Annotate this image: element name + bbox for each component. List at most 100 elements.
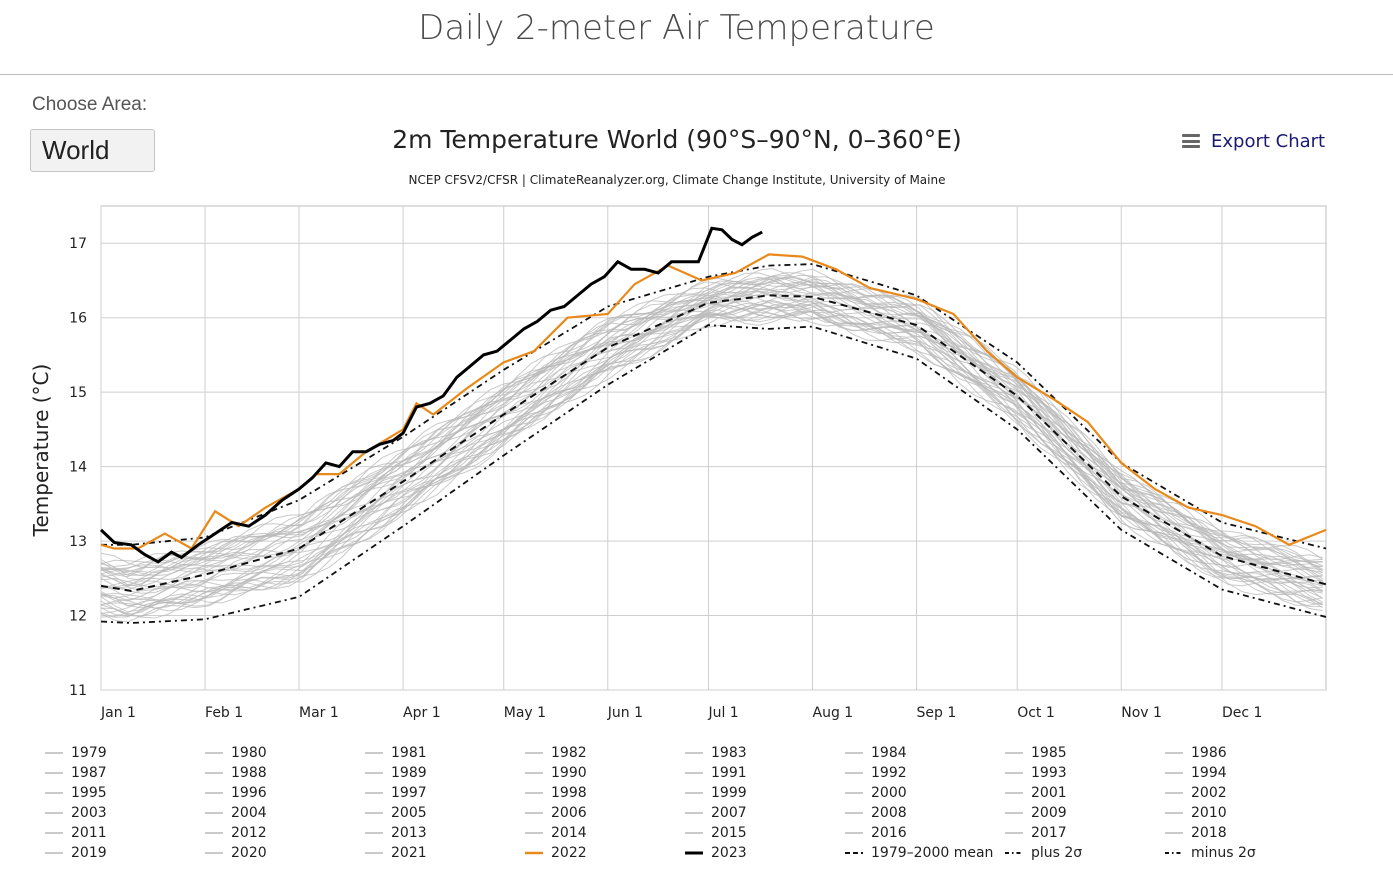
plot-area: 11 12 13 14 15 16 17 Jan 1 Feb 1 Mar 1 Apr 1 May 1 J…: [69, 205, 1327, 721]
legend-item-2003[interactable]: 2003: [45, 803, 107, 823]
legend-swatch: [1165, 812, 1183, 814]
legend-label: 1992: [871, 765, 907, 781]
legend-item-1998[interactable]: 1998: [525, 783, 587, 803]
legend-item-2014[interactable]: 2014: [525, 823, 587, 843]
legend-label: 2010: [1191, 805, 1227, 821]
chart-subtitle: NCEP CFSV2/CFSR | ClimateReanalyzer.org,…: [409, 173, 946, 187]
year-series-line: [100, 275, 1323, 575]
legend-item-2002[interactable]: 2002: [1165, 783, 1227, 803]
x-tick-label: Mar 1: [299, 705, 339, 721]
legend-label: 1979–2000 mean: [871, 845, 994, 861]
legend-item-1985[interactable]: 1985: [1005, 743, 1067, 763]
legend-label: 2009: [1031, 805, 1067, 821]
legend-swatch: [685, 832, 703, 834]
legend-item-2007[interactable]: 2007: [685, 803, 747, 823]
legend-item-2020[interactable]: 2020: [205, 843, 267, 863]
legend-label: 2001: [1031, 785, 1067, 801]
export-chart-label: Export Chart: [1211, 130, 1326, 152]
legend-swatch: [845, 832, 863, 834]
legend-label: 2022: [551, 845, 587, 861]
legend-swatch: [205, 812, 223, 814]
legend-swatch: [845, 792, 863, 794]
legend-item-1981[interactable]: 1981: [365, 743, 427, 763]
legend-item-2008[interactable]: 2008: [845, 803, 907, 823]
legend-item-1997[interactable]: 1997: [365, 783, 427, 803]
legend-label: 1998: [551, 785, 587, 801]
legend-item-plus-2-[interactable]: plus 2σ: [1005, 843, 1082, 863]
legend-swatch: [845, 852, 863, 854]
legend-item-2004[interactable]: 2004: [205, 803, 267, 823]
legend-item-2011[interactable]: 2011: [45, 823, 107, 843]
legend-swatch: [1165, 832, 1183, 834]
legend-swatch: [1005, 832, 1023, 834]
legend-label: 2023: [711, 845, 747, 861]
legend-swatch: [365, 752, 383, 754]
year-series-line: [100, 311, 1323, 619]
legend-label: 2021: [391, 845, 427, 861]
legend-label: 1983: [711, 745, 747, 761]
legend-item-1980[interactable]: 1980: [205, 743, 267, 763]
legend-item-1984[interactable]: 1984: [845, 743, 907, 763]
legend-item-2019[interactable]: 2019: [45, 843, 107, 863]
legend-item-1979[interactable]: 1979: [45, 743, 107, 763]
area-select[interactable]: World: [30, 129, 155, 172]
legend-item-2013[interactable]: 2013: [365, 823, 427, 843]
legend-label: 1986: [1191, 745, 1227, 761]
legend-label: 2013: [391, 825, 427, 841]
mean-1979-2000-line: [100, 294, 1327, 593]
y-axis-label: Temperature (°C): [29, 364, 53, 538]
legend-swatch: [1005, 772, 1023, 774]
legend-label: 2019: [71, 845, 107, 861]
legend-item-1986[interactable]: 1986: [1165, 743, 1227, 763]
legend-item-2023[interactable]: 2023: [685, 843, 747, 863]
legend-item-2018[interactable]: 2018: [1165, 823, 1227, 843]
legend-item-2006[interactable]: 2006: [525, 803, 587, 823]
legend-item-2005[interactable]: 2005: [365, 803, 427, 823]
legend-swatch: [685, 812, 703, 814]
legend-item-1991[interactable]: 1991: [685, 763, 747, 783]
title-divider: [0, 74, 1393, 75]
year-series-line: [100, 281, 1323, 590]
legend-item-2010[interactable]: 2010: [1165, 803, 1227, 823]
series-2022-line: [100, 253, 1327, 550]
year-series-line: [100, 268, 1323, 578]
legend-item-2021[interactable]: 2021: [365, 843, 427, 863]
legend-item-1993[interactable]: 1993: [1005, 763, 1067, 783]
legend-item-minus-2-[interactable]: minus 2σ: [1165, 843, 1256, 863]
legend-swatch: [525, 812, 543, 814]
legend-item-2001[interactable]: 2001: [1005, 783, 1067, 803]
legend-item-1979-2000-mean[interactable]: 1979–2000 mean: [845, 843, 993, 863]
legend-label: 1980: [231, 745, 267, 761]
legend-item-1994[interactable]: 1994: [1165, 763, 1227, 783]
legend-item-1992[interactable]: 1992: [845, 763, 907, 783]
x-tick-label: May 1: [504, 705, 546, 721]
legend-swatch: [205, 772, 223, 774]
legend-swatch: [525, 752, 543, 754]
legend-item-2022[interactable]: 2022: [525, 843, 587, 863]
legend-item-1990[interactable]: 1990: [525, 763, 587, 783]
legend-item-1982[interactable]: 1982: [525, 743, 587, 763]
legend-swatch: [205, 832, 223, 834]
legend-item-1988[interactable]: 1988: [205, 763, 267, 783]
legend-item-1999[interactable]: 1999: [685, 783, 747, 803]
legend-item-1987[interactable]: 1987: [45, 763, 107, 783]
legend-swatch: [685, 772, 703, 774]
legend-swatch: [205, 852, 223, 854]
legend-label: 2003: [71, 805, 107, 821]
export-chart-button[interactable]: Export Chart: [1182, 128, 1325, 154]
legend-item-1989[interactable]: 1989: [365, 763, 427, 783]
legend-swatch: [205, 752, 223, 754]
x-tick-label: Jan 1: [100, 705, 136, 721]
year-series-line: [100, 274, 1323, 576]
legend-item-1995[interactable]: 1995: [45, 783, 107, 803]
legend-item-2016[interactable]: 2016: [845, 823, 907, 843]
legend-item-2009[interactable]: 2009: [1005, 803, 1067, 823]
legend-item-2017[interactable]: 2017: [1005, 823, 1067, 843]
year-series-line: [100, 276, 1323, 576]
y-tick-label: 11: [69, 683, 87, 699]
legend-item-1983[interactable]: 1983: [685, 743, 747, 763]
legend-item-2012[interactable]: 2012: [205, 823, 267, 843]
legend-item-2000[interactable]: 2000: [845, 783, 907, 803]
legend-item-1996[interactable]: 1996: [205, 783, 267, 803]
legend-item-2015[interactable]: 2015: [685, 823, 747, 843]
